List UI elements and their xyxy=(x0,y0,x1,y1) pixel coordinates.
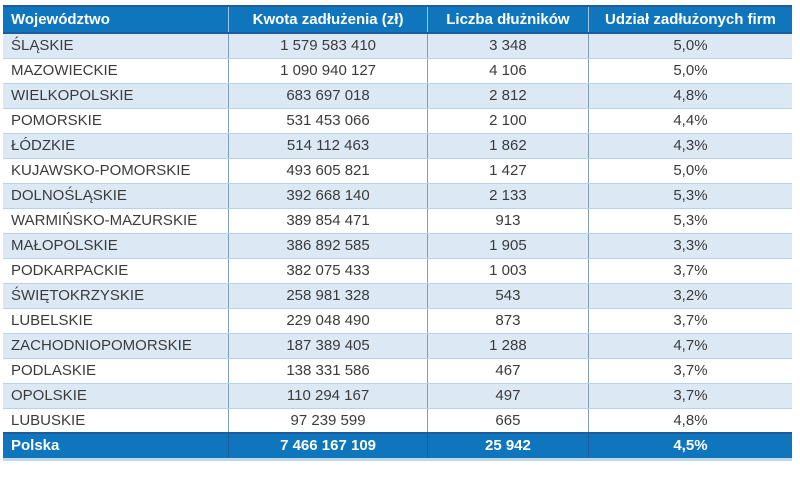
debtors-cell: 2 133 xyxy=(426,183,589,209)
debtors-cell: 4 106 xyxy=(426,58,589,84)
region-cell: KUJAWSKO-POMORSKIE xyxy=(3,158,229,184)
table-row: LUBUSKIE 97 239 599 665 4,8% xyxy=(3,408,792,434)
table-row: ŚLĄSKIE 1 579 583 410 3 348 5,0% xyxy=(3,33,792,59)
debt-cell: 1 090 940 127 xyxy=(228,58,428,84)
region-cell: ZACHODNIOPOMORSKIE xyxy=(3,333,229,359)
table-row: PODLASKIE 138 331 586 467 3,7% xyxy=(3,358,792,384)
table-row: LUBELSKIE 229 048 490 873 3,7% xyxy=(3,308,792,334)
debtors-cell: 467 xyxy=(426,358,589,384)
header-row: Województwo Kwota zadłużenia (zł) Liczba… xyxy=(3,5,792,34)
table-row: MAZOWIECKIE 1 090 940 127 4 106 5,0% xyxy=(3,58,792,84)
share-cell: 3,3% xyxy=(587,233,792,259)
debtors-cell: 1 288 xyxy=(426,333,589,359)
share-cell: 4,3% xyxy=(587,133,792,159)
region-cell: PODLASKIE xyxy=(3,358,229,384)
debt-cell: 389 854 471 xyxy=(228,208,428,234)
total-debtors-cell: 25 942 xyxy=(426,432,589,461)
share-cell: 3,7% xyxy=(587,308,792,334)
debtors-cell: 3 348 xyxy=(426,33,589,59)
debt-cell: 683 697 018 xyxy=(228,83,428,109)
table-body: ŚLĄSKIE 1 579 583 410 3 348 5,0% MAZOWIE… xyxy=(3,33,792,434)
share-cell: 4,4% xyxy=(587,108,792,134)
table-row: DOLNOŚLĄSKIE 392 668 140 2 133 5,3% xyxy=(3,183,792,209)
debt-cell: 382 075 433 xyxy=(228,258,428,284)
debtors-cell: 1 862 xyxy=(426,133,589,159)
debt-cell: 187 389 405 xyxy=(228,333,428,359)
table-row: POMORSKIE 531 453 066 2 100 4,4% xyxy=(3,108,792,134)
share-cell: 3,7% xyxy=(587,383,792,409)
table-row: WIELKOPOLSKIE 683 697 018 2 812 4,8% xyxy=(3,83,792,109)
debtors-cell: 1 003 xyxy=(426,258,589,284)
share-cell: 5,0% xyxy=(587,33,792,59)
region-cell: LUBUSKIE xyxy=(3,408,229,434)
share-cell: 4,8% xyxy=(587,408,792,434)
region-cell: WIELKOPOLSKIE xyxy=(3,83,229,109)
debtors-cell: 543 xyxy=(426,283,589,309)
region-cell: WARMIŃSKO-MAZURSKIE xyxy=(3,208,229,234)
share-cell: 5,3% xyxy=(587,208,792,234)
total-region-cell: Polska xyxy=(3,432,229,461)
region-cell: ŁÓDZKIE xyxy=(3,133,229,159)
share-cell: 5,0% xyxy=(587,58,792,84)
total-row: Polska 7 466 167 109 25 942 4,5% xyxy=(3,432,792,461)
header-cell-debtors: Liczba dłużników xyxy=(426,5,589,34)
share-cell: 5,3% xyxy=(587,183,792,209)
table-row: ŚWIĘTOKRZYSKIE 258 981 328 543 3,2% xyxy=(3,283,792,309)
table-row: MAŁOPOLSKIE 386 892 585 1 905 3,3% xyxy=(3,233,792,259)
debtors-cell: 2 100 xyxy=(426,108,589,134)
region-cell: MAZOWIECKIE xyxy=(3,58,229,84)
debt-cell: 493 605 821 xyxy=(228,158,428,184)
share-cell: 4,7% xyxy=(587,333,792,359)
region-cell: PODKARPACKIE xyxy=(3,258,229,284)
table-row: KUJAWSKO-POMORSKIE 493 605 821 1 427 5,0… xyxy=(3,158,792,184)
total-share-cell: 4,5% xyxy=(587,432,792,461)
debt-table: Województwo Kwota zadłużenia (zł) Liczba… xyxy=(3,5,792,461)
table-row: ZACHODNIOPOMORSKIE 187 389 405 1 288 4,7… xyxy=(3,333,792,359)
debtors-cell: 2 812 xyxy=(426,83,589,109)
debt-cell: 514 112 463 xyxy=(228,133,428,159)
region-cell: ŚWIĘTOKRZYSKIE xyxy=(3,283,229,309)
debt-cell: 138 331 586 xyxy=(228,358,428,384)
header-cell-debt: Kwota zadłużenia (zł) xyxy=(228,5,428,34)
debtors-cell: 913 xyxy=(426,208,589,234)
region-cell: LUBELSKIE xyxy=(3,308,229,334)
share-cell: 3,7% xyxy=(587,258,792,284)
header-cell-share: Udział zadłużonych firm xyxy=(587,5,792,34)
region-cell: MAŁOPOLSKIE xyxy=(3,233,229,259)
debt-cell: 97 239 599 xyxy=(228,408,428,434)
table-row: OPOLSKIE 110 294 167 497 3,7% xyxy=(3,383,792,409)
region-cell: ŚLĄSKIE xyxy=(3,33,229,59)
debtors-cell: 497 xyxy=(426,383,589,409)
debtors-cell: 873 xyxy=(426,308,589,334)
share-cell: 3,2% xyxy=(587,283,792,309)
share-cell: 4,8% xyxy=(587,83,792,109)
region-cell: POMORSKIE xyxy=(3,108,229,134)
debtors-cell: 665 xyxy=(426,408,589,434)
debt-cell: 386 892 585 xyxy=(228,233,428,259)
debt-cell: 258 981 328 xyxy=(228,283,428,309)
debt-cell: 229 048 490 xyxy=(228,308,428,334)
region-cell: OPOLSKIE xyxy=(3,383,229,409)
total-debt-cell: 7 466 167 109 xyxy=(228,432,428,461)
debt-cell: 1 579 583 410 xyxy=(228,33,428,59)
share-cell: 5,0% xyxy=(587,158,792,184)
table-row: WARMIŃSKO-MAZURSKIE 389 854 471 913 5,3% xyxy=(3,208,792,234)
region-cell: DOLNOŚLĄSKIE xyxy=(3,183,229,209)
debt-cell: 531 453 066 xyxy=(228,108,428,134)
table-row: ŁÓDZKIE 514 112 463 1 862 4,3% xyxy=(3,133,792,159)
debtors-cell: 1 905 xyxy=(426,233,589,259)
debtors-cell: 1 427 xyxy=(426,158,589,184)
debt-cell: 392 668 140 xyxy=(228,183,428,209)
share-cell: 3,7% xyxy=(587,358,792,384)
table-row: PODKARPACKIE 382 075 433 1 003 3,7% xyxy=(3,258,792,284)
debt-cell: 110 294 167 xyxy=(228,383,428,409)
header-cell-region: Województwo xyxy=(3,5,229,34)
